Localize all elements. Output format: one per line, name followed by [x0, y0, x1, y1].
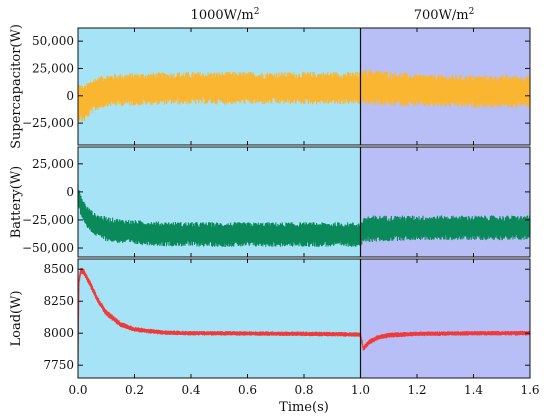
supercapacitor-panel: −25,000 0 25,000 50,000 Supercapacitor(W) — [9, 24, 531, 149]
x-tick-label: 0.0 — [68, 383, 87, 397]
x-tick-label: 1.0 — [351, 383, 370, 397]
load-y-tick-label: 8000 — [43, 326, 74, 340]
supercapacitor-y-tick-label: 0 — [66, 89, 74, 103]
load-series-line — [77, 267, 531, 367]
load-y-axis-label: Load(W) — [9, 290, 24, 346]
x-tick-label: 0.4 — [181, 383, 200, 397]
battery-region-low-irradiance — [360, 147, 530, 257]
supercapacitor-y-tick-label: −25,000 — [22, 116, 74, 130]
x-tick-label: 1.4 — [464, 383, 483, 397]
battery-panel: −50,000 −25,000 0 25,000 Battery(W) — [9, 146, 531, 258]
load-y-tick-label: 8250 — [43, 294, 74, 308]
x-axis-label: Time(s) — [279, 400, 329, 415]
battery-y-tick-label: −25,000 — [22, 213, 74, 227]
battery-series-line — [77, 184, 531, 247]
header-right: 700W/m2 — [414, 7, 475, 23]
load-region-low-irradiance — [360, 259, 530, 378]
load-region-high-irradiance — [78, 259, 361, 378]
battery-y-axis-label: Battery(W) — [9, 166, 24, 239]
x-tick-label: 0.2 — [125, 383, 144, 397]
load-panel: 7750 8000 8250 8500 Load(W) — [9, 258, 531, 379]
x-tick-label: 1.2 — [407, 383, 426, 397]
supercapacitor-series-line — [77, 69, 531, 122]
header-left: 1000W/m2 — [191, 7, 260, 23]
supercapacitor-y-axis-label: Supercapacitor(W) — [9, 24, 24, 149]
x-tick-label: 0.6 — [238, 383, 257, 397]
panels: −25,000025,00050,000Supercapacitor(W)−50… — [9, 24, 540, 397]
battery-y-tick-label: 25,000 — [32, 157, 74, 171]
load-y-tick-label: 7750 — [43, 358, 74, 372]
supercapacitor-y-tick-label: 25,000 — [32, 61, 74, 75]
load-y-tick-label: 8500 — [43, 262, 74, 276]
x-tick-label: 0.8 — [294, 383, 313, 397]
x-tick-label: 1.6 — [520, 383, 539, 397]
battery-y-tick-label: 0 — [66, 185, 74, 199]
battery-y-tick-label: −50,000 — [22, 241, 74, 255]
supercapacitor-y-tick-label: 50,000 — [32, 34, 74, 48]
